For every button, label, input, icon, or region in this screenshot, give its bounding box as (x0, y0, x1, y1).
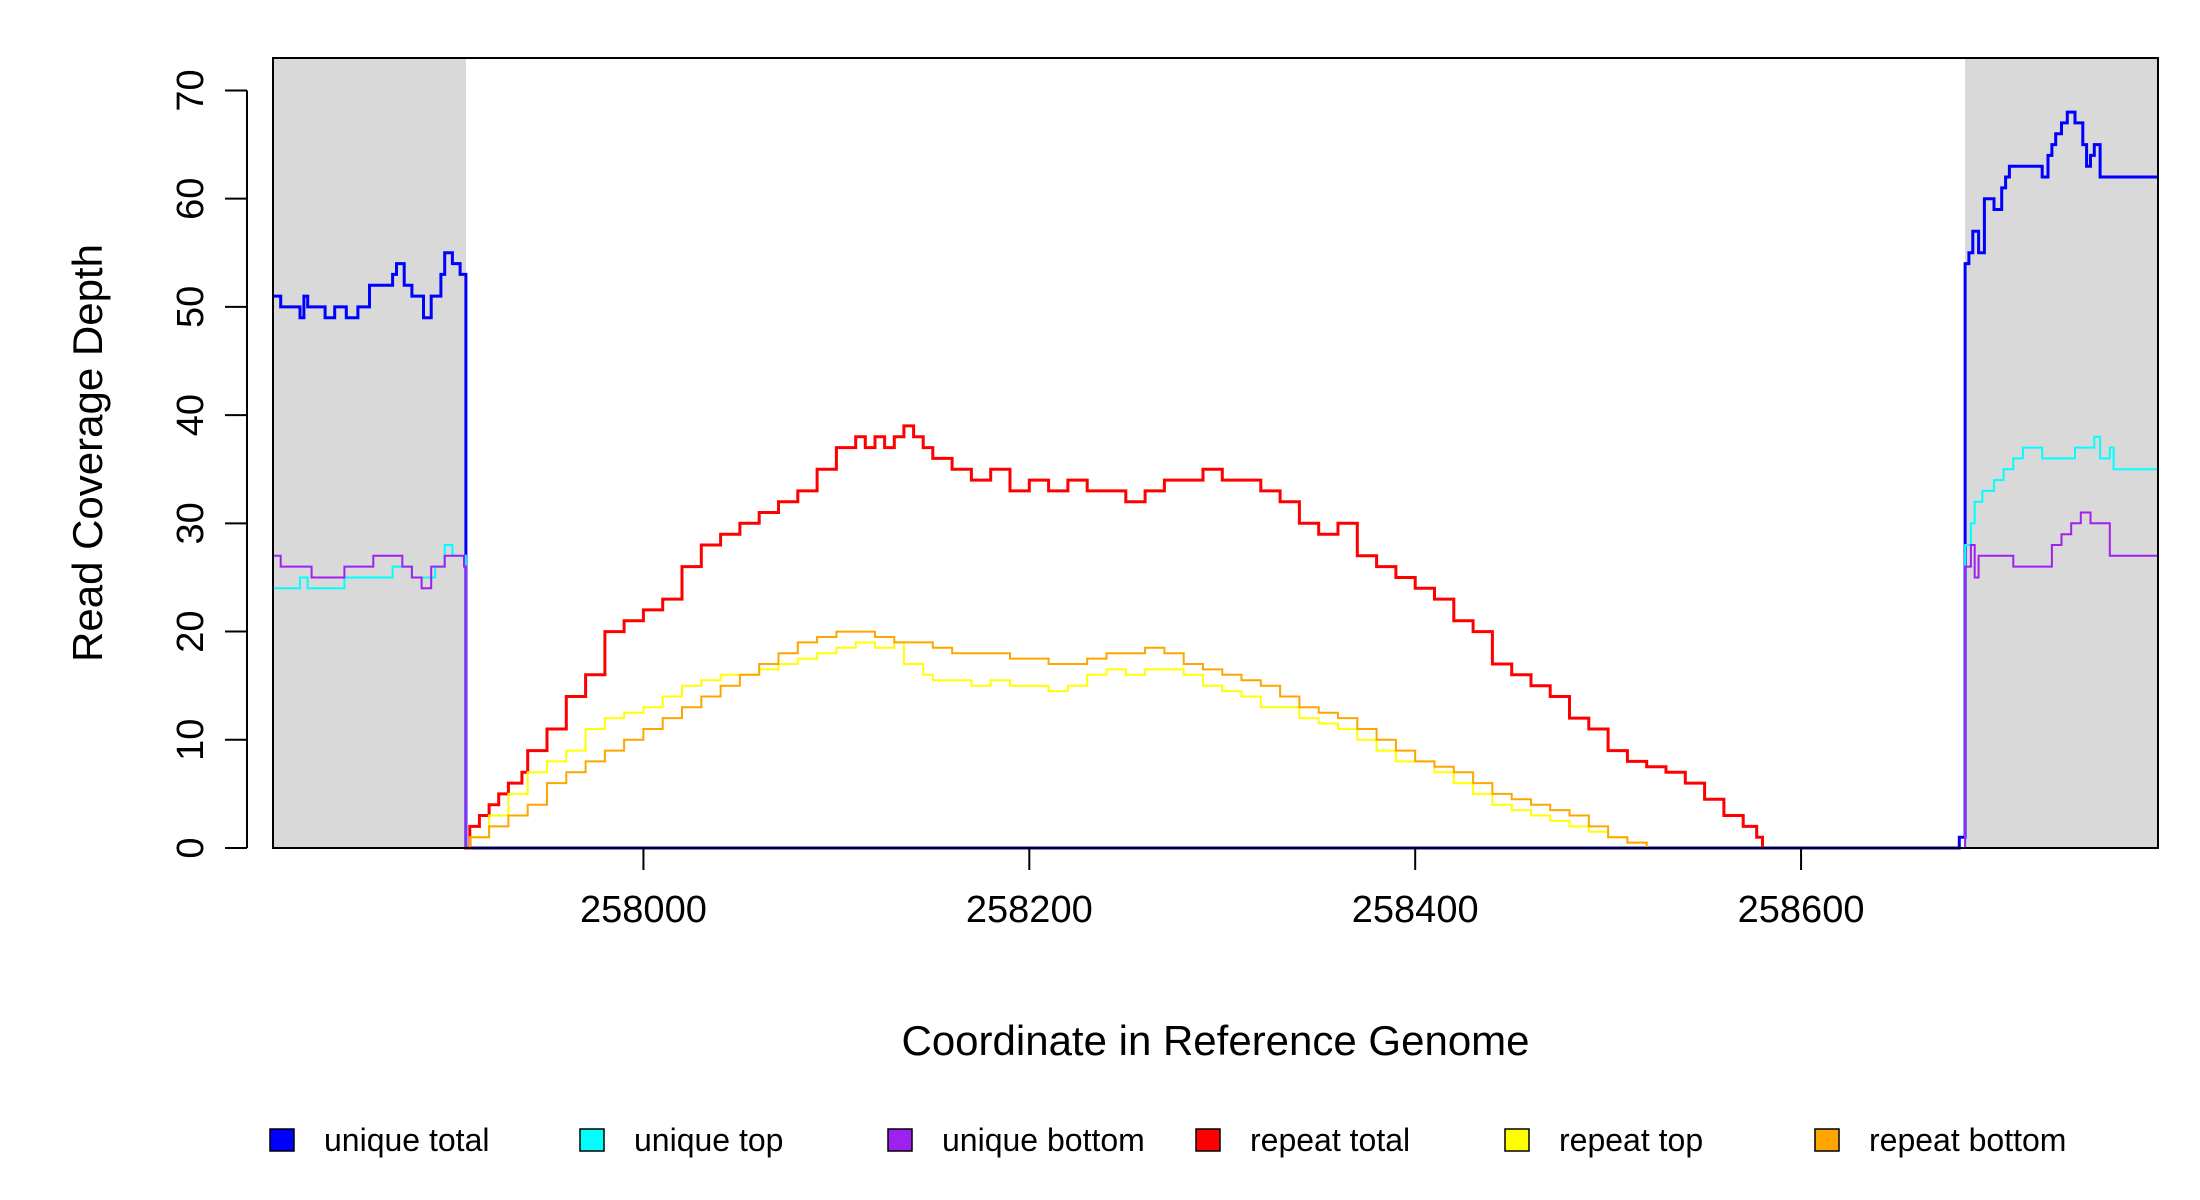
legend-label-2: unique top (634, 1122, 783, 1158)
y-tick-label-30: 30 (170, 502, 212, 544)
legend-label-5: repeat top (1559, 1122, 1703, 1158)
y-tick-label-40: 40 (170, 394, 212, 436)
series-line-unique-top (273, 435, 2158, 849)
legend-label-3: unique bottom (942, 1122, 1145, 1158)
series-line-unique-bottom (273, 511, 2158, 849)
series-line-unique-total (273, 110, 2158, 850)
x-tick-label-258600: 258600 (1738, 889, 1865, 931)
y-tick-label-0: 0 (170, 837, 212, 858)
legend-label-1: unique total (324, 1122, 489, 1158)
legend: unique total unique top unique bottom repea… (269, 1122, 2066, 1158)
series-lines (273, 110, 2158, 850)
y-tick-label-20: 20 (170, 610, 212, 652)
legend-swatch-2 (579, 1128, 605, 1152)
x-axis: 258000 258200 258400 258600 (580, 847, 1865, 931)
legend-swatch-6 (1814, 1128, 1840, 1152)
y-tick-label-50: 50 (170, 286, 212, 328)
series-line-repeat-top (465, 641, 1648, 849)
series-line-repeat-bottom (465, 630, 1648, 849)
x-tick-label-258200: 258200 (966, 889, 1093, 931)
series-line-repeat-total (465, 424, 1764, 850)
y-tick-label-10: 10 (170, 719, 212, 761)
x-tick-label-258400: 258400 (1352, 889, 1479, 931)
y-axis: 0 10 20 30 40 50 60 70 (170, 69, 248, 859)
legend-label-4: repeat total (1250, 1122, 1410, 1158)
shaded-region-2 (1965, 58, 2158, 848)
y-tick-label-70: 70 (170, 69, 212, 111)
legend-swatch-1 (269, 1128, 295, 1152)
y-tick-label-60: 60 (170, 178, 212, 220)
x-axis-title: Coordinate in Reference Genome (901, 1017, 1529, 1064)
shaded-region-1 (273, 58, 466, 848)
legend-label-6: repeat bottom (1869, 1122, 2066, 1158)
legend-swatch-5 (1504, 1128, 1530, 1152)
shaded-regions (273, 58, 2158, 848)
legend-swatch-4 (1195, 1128, 1221, 1152)
legend-swatch-3 (887, 1128, 913, 1152)
y-axis-title: Read Coverage Depth (64, 244, 111, 662)
x-tick-label-258000: 258000 (580, 889, 707, 931)
